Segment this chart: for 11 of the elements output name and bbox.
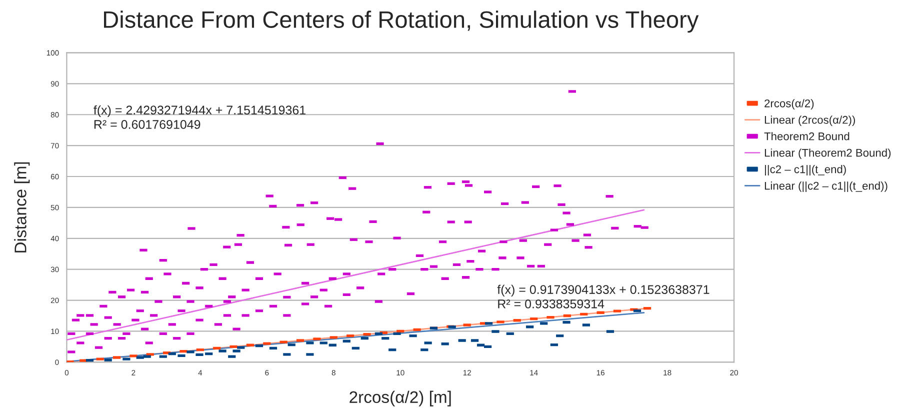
legend-label: 2rcos(α/2): [764, 99, 814, 110]
legend-label: Linear (2rcos(α/2)): [764, 116, 855, 126]
y-axis-title: Distance [m]: [14, 162, 30, 252]
chart-title: Distance From Centers of Rotation, Simulation vs Theory: [104, 10, 699, 33]
legend-label: ||c2 – c1||(t_end): [765, 165, 846, 176]
legend-label: Theorem2 Bound: [764, 132, 850, 140]
legend-label: Linear (Theorem2 Bound): [764, 148, 891, 159]
annotation: f(x) = 0.9173904133x + 0.1523638371 R² = 0.9338359314: [497, 284, 710, 308]
x-axis-title: 2rcos(α/2) [m]: [350, 390, 451, 406]
annotation: f(x) = 2.4293271944x + 7.1514519361 R² = 0.6017691049: [94, 105, 306, 129]
legend-label: Linear (||c2 – c1||(t_end)): [764, 182, 888, 192]
